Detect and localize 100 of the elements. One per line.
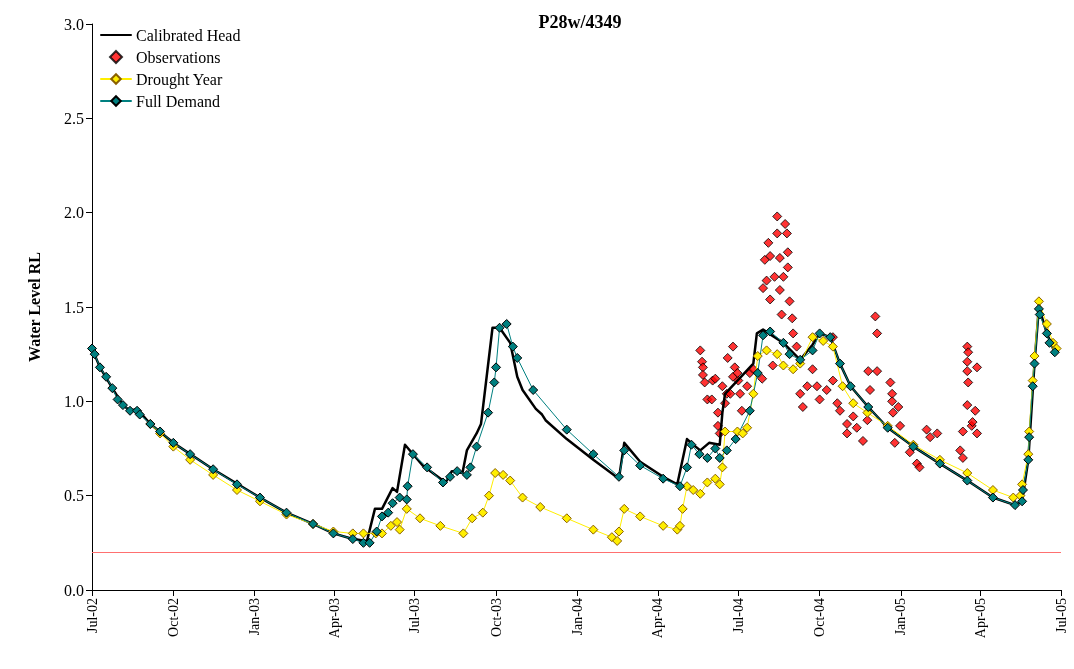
point xyxy=(407,449,418,460)
point xyxy=(232,479,242,490)
point xyxy=(795,354,806,365)
point xyxy=(438,477,448,488)
point xyxy=(528,385,539,396)
point xyxy=(422,462,433,473)
point xyxy=(807,345,818,356)
point xyxy=(489,377,500,388)
point xyxy=(1027,381,1038,392)
point xyxy=(702,452,713,463)
point xyxy=(561,424,572,435)
point xyxy=(491,362,502,373)
point xyxy=(112,394,123,405)
point xyxy=(1017,496,1028,507)
y-tick-label: 1.5 xyxy=(64,298,84,316)
point xyxy=(744,405,755,416)
point xyxy=(730,434,741,445)
point xyxy=(658,473,669,484)
point xyxy=(863,401,874,412)
point xyxy=(117,400,128,411)
point xyxy=(465,462,476,473)
point xyxy=(752,368,763,379)
point xyxy=(1023,454,1034,465)
point xyxy=(445,471,456,482)
legend-label: Calibrated Head xyxy=(136,26,241,44)
point xyxy=(483,407,494,418)
point xyxy=(89,349,100,360)
point xyxy=(635,460,646,471)
point xyxy=(387,498,398,509)
x-tick-label: Jan-03 xyxy=(247,598,263,636)
point xyxy=(134,409,145,420)
x-tick-label: Apr-03 xyxy=(326,598,342,639)
y-axis-title: Water Level RL xyxy=(25,252,43,362)
point xyxy=(694,449,705,460)
legend-label: Observations xyxy=(136,48,221,66)
legend-label: Full Demand xyxy=(136,92,220,110)
point xyxy=(94,362,105,373)
point xyxy=(814,328,825,339)
point xyxy=(682,462,693,473)
x-tick-label: Jul-04 xyxy=(730,598,746,633)
point xyxy=(1049,347,1060,358)
x-tick-label: Jan-05 xyxy=(893,598,909,636)
point xyxy=(501,318,512,329)
point xyxy=(1034,309,1045,320)
y-tick-label: 0.0 xyxy=(64,581,84,599)
point xyxy=(402,481,413,492)
point xyxy=(686,439,697,450)
y-tick-label: 1.0 xyxy=(64,392,84,410)
point xyxy=(394,492,405,503)
point xyxy=(845,381,856,392)
point xyxy=(383,507,394,518)
point xyxy=(471,441,482,452)
point xyxy=(107,383,118,394)
y-tick-label: 3.0 xyxy=(64,15,84,33)
chart-title: P28w/4349 xyxy=(538,12,622,32)
x-tick-label: Apr-04 xyxy=(650,598,666,639)
point xyxy=(674,481,685,492)
point xyxy=(168,437,179,448)
point xyxy=(512,352,523,363)
point xyxy=(834,358,845,369)
point xyxy=(208,464,219,475)
x-tick-label: Jul-05 xyxy=(1053,598,1069,633)
point xyxy=(494,322,505,333)
x-tick-label: Apr-05 xyxy=(973,598,989,639)
point xyxy=(987,492,998,503)
point xyxy=(1044,337,1055,348)
point xyxy=(347,534,358,545)
point xyxy=(962,475,973,486)
point xyxy=(710,443,721,454)
y-tick-label: 2.0 xyxy=(64,204,84,222)
point xyxy=(1017,485,1028,496)
point xyxy=(507,341,518,352)
legend-label: Drought Year xyxy=(136,70,223,89)
y-tick-label: 0.5 xyxy=(64,487,84,505)
point xyxy=(185,449,196,460)
point xyxy=(778,337,789,348)
point xyxy=(934,458,945,469)
point xyxy=(588,449,599,460)
x-tick-label: Jul-03 xyxy=(407,598,423,633)
x-tick-label: Oct-04 xyxy=(812,598,828,637)
point xyxy=(714,452,725,463)
point xyxy=(1010,500,1021,511)
point xyxy=(1024,432,1035,443)
x-tick-label: Jan-04 xyxy=(569,598,585,636)
y-tick-label: 2.5 xyxy=(64,109,84,127)
x-tick-label: Oct-03 xyxy=(488,598,504,637)
point xyxy=(461,469,472,480)
point xyxy=(613,471,624,482)
point xyxy=(452,466,463,477)
x-tick-label: Jul-02 xyxy=(84,598,100,633)
x-tick-label: Oct-02 xyxy=(165,598,181,637)
point xyxy=(619,445,630,456)
point xyxy=(101,371,112,382)
point xyxy=(364,537,375,548)
point xyxy=(758,330,769,341)
point xyxy=(721,445,732,456)
point xyxy=(376,511,387,522)
point xyxy=(765,326,776,337)
point xyxy=(1029,358,1040,369)
point xyxy=(401,494,412,505)
